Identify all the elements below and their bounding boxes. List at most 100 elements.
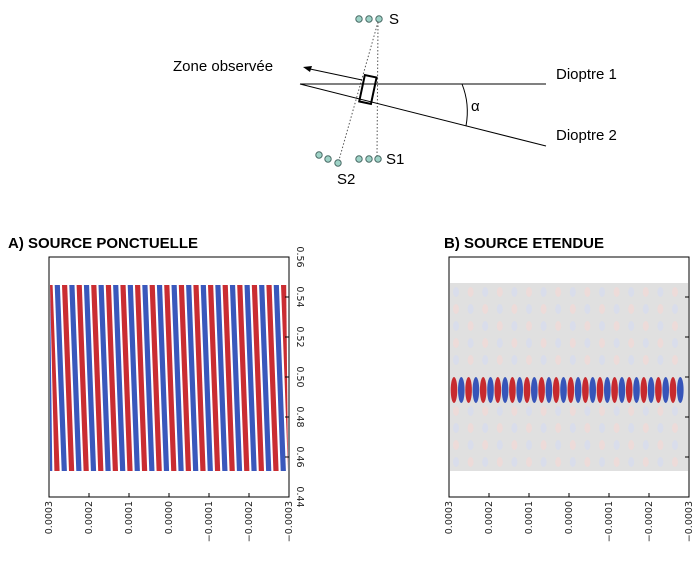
observed-zone-box bbox=[358, 73, 378, 106]
faint-dot bbox=[642, 406, 649, 416]
fringe-stripe bbox=[281, 285, 288, 471]
faint-dot bbox=[628, 423, 635, 433]
faint-dot bbox=[555, 304, 562, 314]
faint-dot bbox=[584, 338, 591, 348]
faint-dot bbox=[672, 304, 678, 314]
zone-arrow-head bbox=[303, 66, 312, 72]
faint-dot bbox=[672, 423, 678, 433]
band-fringe bbox=[604, 377, 611, 403]
faint-dot bbox=[657, 287, 664, 297]
faint-dot bbox=[628, 457, 635, 467]
band-fringe bbox=[516, 377, 523, 403]
faint-dot bbox=[540, 338, 547, 348]
fringe-stripe bbox=[171, 285, 184, 471]
fringe-stripe bbox=[69, 285, 82, 471]
faint-dot bbox=[569, 338, 576, 348]
panel-a-fringes bbox=[50, 285, 288, 471]
y-tick-label: 0.56 bbox=[694, 246, 697, 267]
faint-dot bbox=[599, 321, 605, 331]
band-fringe bbox=[669, 377, 677, 403]
fringe-stripe bbox=[50, 285, 60, 471]
fringe-stripe bbox=[273, 285, 286, 471]
panel-b-gray-field bbox=[450, 283, 688, 471]
faint-dot bbox=[599, 423, 605, 433]
x-tick-label: −0.0003 bbox=[284, 501, 295, 542]
faint-dot bbox=[628, 321, 635, 331]
faint-dot bbox=[584, 440, 591, 450]
faint-dot bbox=[628, 440, 635, 450]
faint-dot bbox=[642, 457, 649, 467]
faint-dot bbox=[599, 287, 605, 297]
faint-dot bbox=[657, 457, 664, 467]
y-tick-label: 0.52 bbox=[294, 326, 305, 347]
x-tick-label: 0.0003 bbox=[44, 501, 55, 534]
faint-dot bbox=[453, 440, 459, 450]
band-fringe bbox=[589, 377, 596, 403]
fringe-stripe bbox=[193, 285, 206, 471]
y-tick-label: 0.50 bbox=[294, 366, 305, 387]
faint-dot bbox=[482, 355, 489, 365]
faint-dot bbox=[657, 338, 664, 348]
faint-dot bbox=[453, 355, 459, 365]
faint-dot bbox=[613, 440, 620, 450]
fringe-stripe bbox=[142, 285, 155, 471]
faint-dot bbox=[628, 338, 635, 348]
faint-dot bbox=[613, 287, 620, 297]
faint-dot bbox=[482, 423, 489, 433]
ray-s-s1 bbox=[376, 21, 379, 158]
faint-dot bbox=[511, 406, 518, 416]
faint-dot bbox=[613, 338, 620, 348]
faint-dot bbox=[613, 423, 620, 433]
faint-dot bbox=[482, 287, 489, 297]
faint-dot bbox=[555, 440, 562, 450]
band-fringe bbox=[567, 377, 575, 403]
fringe-stripe bbox=[91, 285, 104, 471]
y-tick-label: 0.48 bbox=[694, 406, 697, 427]
faint-dot bbox=[555, 287, 562, 297]
panel-a-title: A) SOURCE PONCTUELLE bbox=[8, 235, 198, 252]
faint-dot bbox=[526, 440, 532, 450]
faint-dot bbox=[526, 457, 532, 467]
band-fringe bbox=[501, 377, 509, 403]
faint-dot bbox=[540, 423, 547, 433]
y-tick-label: 0.50 bbox=[694, 366, 697, 387]
faint-dot bbox=[642, 423, 649, 433]
fringe-stripe bbox=[259, 285, 272, 471]
x-tick-label: 0.0003 bbox=[444, 501, 455, 534]
faint-dot bbox=[628, 287, 635, 297]
faint-dot bbox=[555, 423, 562, 433]
fringe-stripe bbox=[215, 285, 228, 471]
faint-dot bbox=[511, 423, 518, 433]
faint-dot bbox=[467, 338, 474, 348]
y-tick-label: 0.44 bbox=[694, 486, 697, 507]
faint-dot bbox=[482, 406, 489, 416]
faint-dot bbox=[657, 304, 664, 314]
faint-dot bbox=[453, 338, 459, 348]
faint-dot bbox=[467, 287, 474, 297]
source-s1-label: S1 bbox=[386, 151, 404, 168]
faint-dot bbox=[672, 440, 678, 450]
faint-dot bbox=[584, 355, 591, 365]
source-s1-circles bbox=[355, 155, 382, 163]
faint-dot bbox=[511, 440, 518, 450]
faint-dot bbox=[642, 355, 649, 365]
band-fringe bbox=[596, 377, 604, 403]
fringe-stripe bbox=[178, 285, 191, 471]
faint-dot bbox=[569, 304, 576, 314]
faint-dot bbox=[526, 423, 532, 433]
faint-dot bbox=[657, 440, 664, 450]
faint-dot bbox=[657, 321, 664, 331]
x-tick-label: 0.0001 bbox=[124, 501, 135, 534]
y-tick-label: 0.56 bbox=[294, 246, 305, 267]
faint-dot bbox=[496, 457, 503, 467]
x-tick-label: 0.0000 bbox=[564, 501, 575, 534]
band-fringe bbox=[472, 377, 480, 403]
angle-label: α bbox=[471, 98, 480, 115]
fringe-stripe bbox=[208, 285, 221, 471]
band-fringe bbox=[640, 377, 648, 403]
panel-b-fringes bbox=[450, 287, 684, 467]
source-s2-circles bbox=[315, 151, 342, 167]
faint-dot bbox=[613, 355, 620, 365]
faint-dot bbox=[555, 321, 562, 331]
faint-dot bbox=[628, 355, 635, 365]
